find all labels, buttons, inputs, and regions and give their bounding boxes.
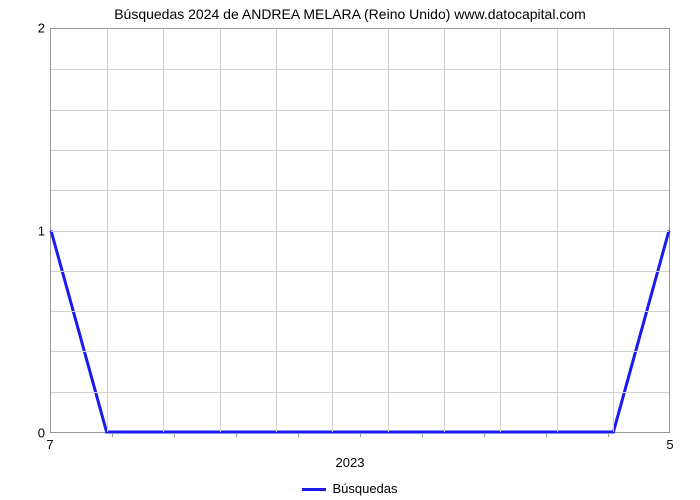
grid-line-v [220,29,221,432]
grid-line-v [332,29,333,432]
x-minor-tick [236,433,237,437]
x-minor-tick [422,433,423,437]
grid-line-v [107,29,108,432]
grid-line-h [51,231,669,232]
grid-line-h [51,190,669,191]
chart-container: Búsquedas 2024 de ANDREA MELARA (Reino U… [0,0,700,500]
grid-line-h [51,311,669,312]
x-minor-tick [546,433,547,437]
grid-line-v [444,29,445,432]
y-tick-label: 0 [38,426,45,441]
legend-label: Búsquedas [332,481,397,496]
legend: Búsquedas [0,481,700,496]
x-minor-tick [608,433,609,437]
x-minor-tick [298,433,299,437]
x-tick-label: 5 [666,437,673,452]
grid-line-v [557,29,558,432]
y-tick-label: 1 [38,223,45,238]
grid-line-h [51,351,669,352]
grid-line-v [613,29,614,432]
grid-line-v [276,29,277,432]
grid-line-v [500,29,501,432]
x-axis-label: 2023 [0,455,700,470]
plot-area [50,28,670,433]
grid-line-h [51,392,669,393]
grid-line-v [163,29,164,432]
x-minor-tick [484,433,485,437]
grid-line-h [51,110,669,111]
x-minor-tick [112,433,113,437]
grid-line-h [51,150,669,151]
grid-line-v [388,29,389,432]
y-tick-label: 2 [38,21,45,36]
x-minor-tick [174,433,175,437]
grid-line-h [51,271,669,272]
grid-line-h [51,69,669,70]
x-minor-tick [360,433,361,437]
chart-title: Búsquedas 2024 de ANDREA MELARA (Reino U… [0,6,700,22]
legend-swatch [302,488,326,491]
x-tick-label: 7 [46,437,53,452]
